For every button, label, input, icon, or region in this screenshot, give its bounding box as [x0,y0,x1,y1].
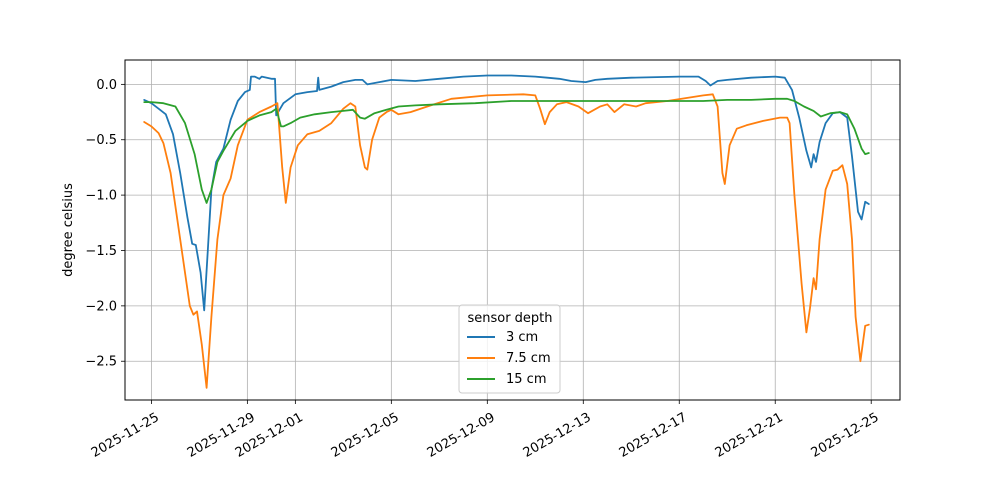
legend-entry-label: 15 cm [506,372,547,387]
y-tick-label: −1.5 [85,244,117,259]
y-tick-label: −2.0 [85,299,117,314]
series-line-15-cm [143,97,870,204]
legend-box [458,304,561,394]
y-axis-label: degree celsius [61,183,76,277]
legend-entry-label: 7.5 cm [506,351,551,366]
legend-entry-label: 3 cm [506,330,538,345]
series-line-7-5-cm [143,93,870,389]
legend-entries: 3 cm 7.5 cm 15 cm [467,330,551,387]
plot-frame [124,59,901,401]
y-tick-label: −2.5 [85,355,117,370]
y-tick-label: 0.0 [96,78,117,93]
legend-title: sensor depth [467,311,552,326]
y-tick-label: −0.5 [85,133,117,148]
y-tick-label: −1.0 [85,189,117,204]
legend: sensor depth 3 cm 7.5 cm 15 cm [458,304,561,394]
series-layer [143,74,870,389]
